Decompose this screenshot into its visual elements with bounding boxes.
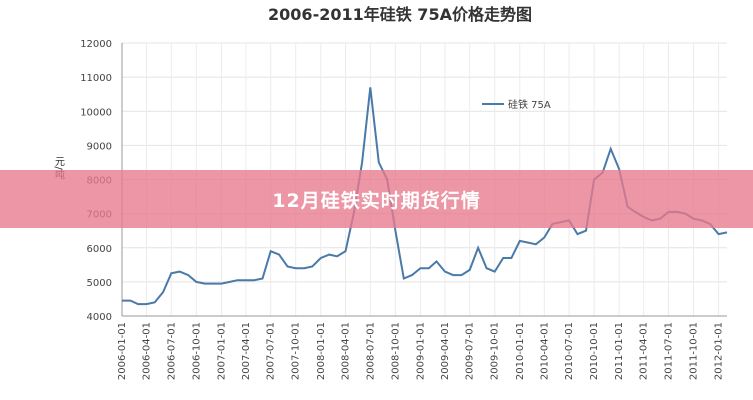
x-tick-label: 2010-01-01: [515, 322, 526, 380]
x-tick-label: 2009-07-01: [465, 322, 476, 380]
x-tick-label: 2007-01-01: [216, 322, 227, 380]
x-tick-label: 2011-10-01: [689, 322, 700, 380]
y-tick-label: 5000: [87, 278, 112, 289]
x-tick-label: 2006-07-01: [166, 322, 177, 380]
x-tick-label: 2006-01-01: [117, 322, 128, 380]
chart-title: 2006-2011年硅铁 75A价格走势图: [268, 5, 532, 24]
banner-title: 12月硅铁实时期货行情: [272, 189, 481, 212]
legend-label: 硅铁 75A: [508, 98, 551, 111]
y-tick-label: 6000: [87, 244, 112, 255]
x-tick-label: 2009-10-01: [490, 322, 501, 380]
x-tick-label: 2011-07-01: [663, 322, 674, 380]
y-tick-label: 4000: [87, 312, 112, 323]
x-tick-label: 2006-10-01: [191, 322, 202, 380]
x-tick-label: 2012-01-01: [714, 322, 725, 380]
x-tick-label: 2008-01-01: [316, 322, 327, 380]
x-tick-label: 2009-01-01: [415, 322, 426, 380]
x-tick-label: 2008-04-01: [341, 322, 352, 380]
x-tick-label: 2006-04-01: [142, 322, 153, 380]
x-tick-label: 2008-07-01: [365, 322, 376, 380]
y-tick-label: 10000: [80, 107, 112, 118]
y-tick-label: 9000: [87, 141, 112, 152]
x-tick-label: 2011-01-01: [614, 322, 625, 380]
x-tick-label: 2007-10-01: [291, 322, 302, 380]
x-tick-label: 2007-04-01: [241, 322, 252, 380]
x-tick-label: 2010-10-01: [589, 322, 600, 380]
x-tick-label: 2008-10-01: [390, 322, 401, 380]
y-tick-label: 12000: [80, 39, 112, 50]
banner: 12月硅铁实时期货行情: [0, 170, 753, 228]
x-tick-label: 2009-04-01: [440, 322, 451, 380]
x-tick-label: 2007-07-01: [266, 322, 277, 380]
y-tick-label: 11000: [80, 73, 112, 84]
x-tick-label: 2010-07-01: [564, 322, 575, 380]
x-tick-label: 2010-04-01: [539, 322, 550, 380]
x-tick-label: 2011-04-01: [639, 322, 650, 380]
